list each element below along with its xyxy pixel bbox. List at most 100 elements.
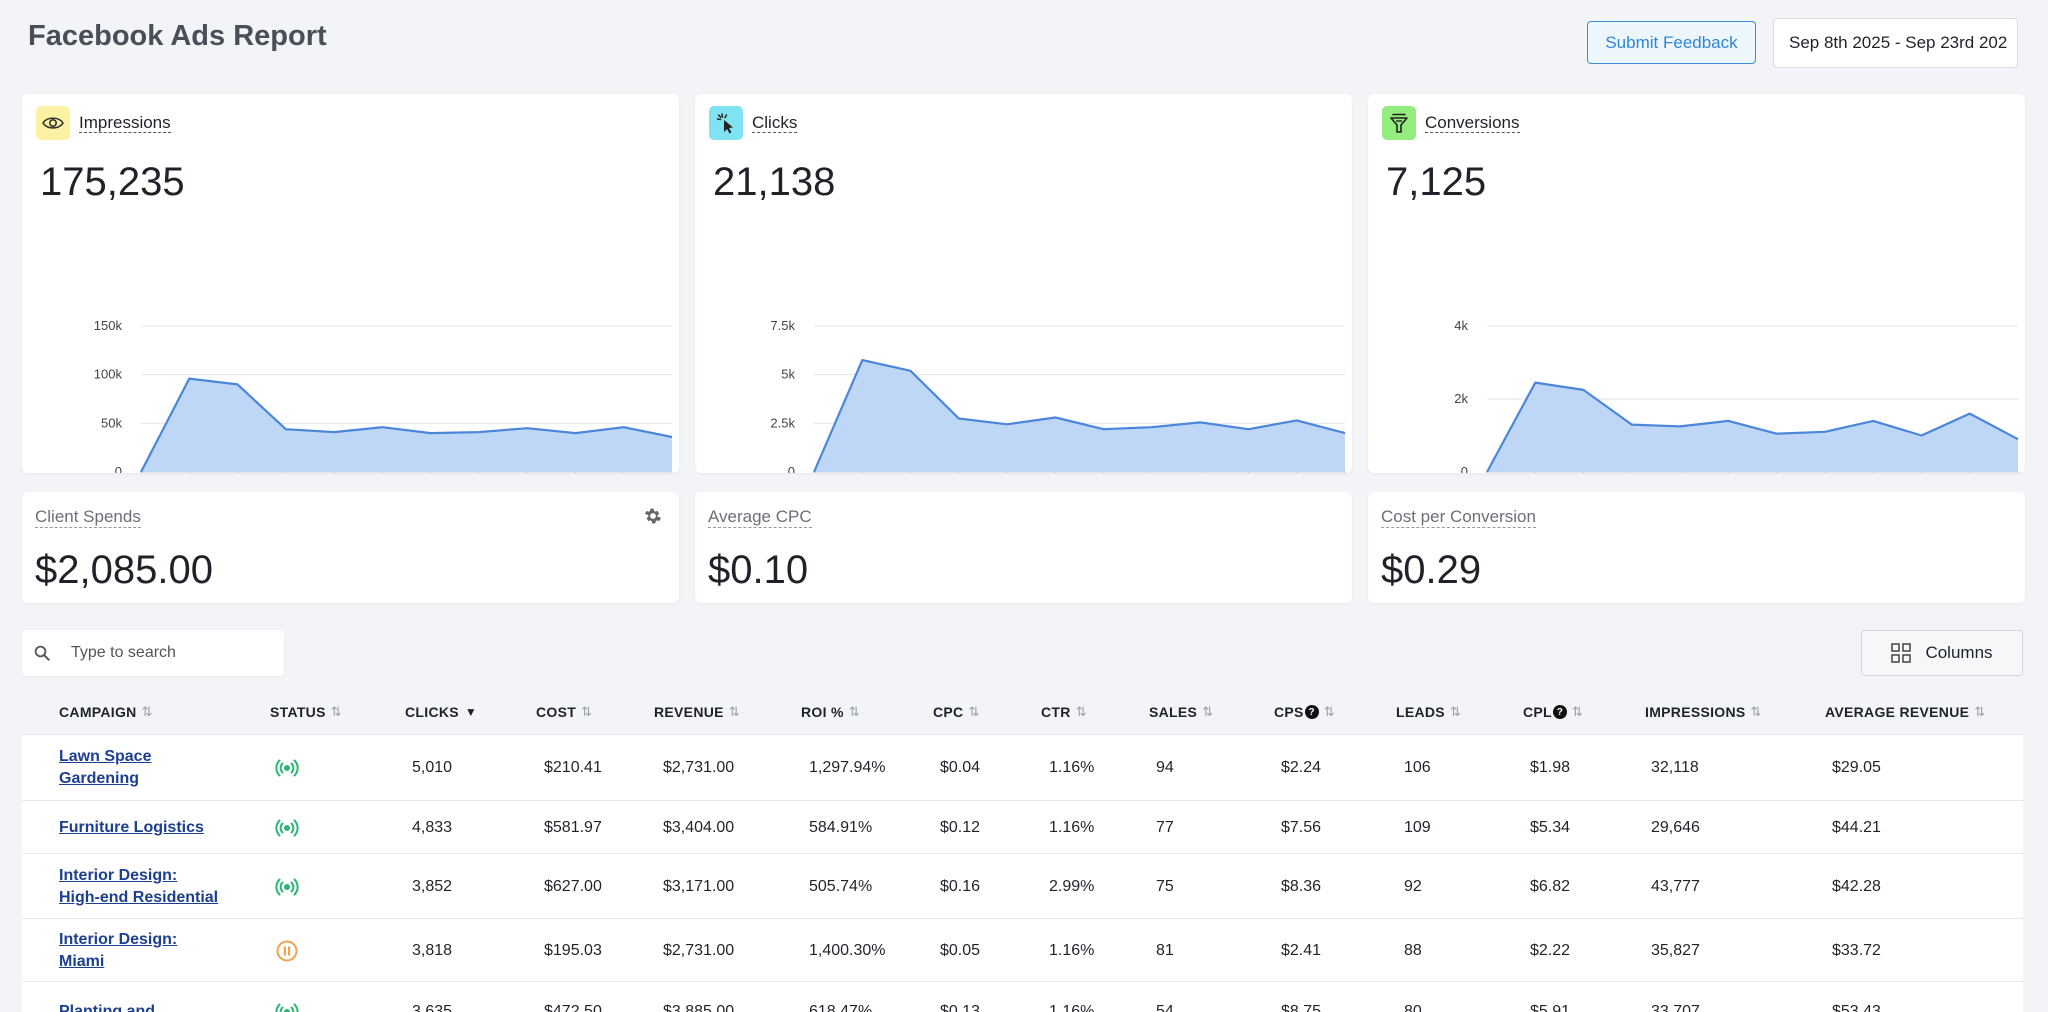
col-status[interactable]: STATUS ⇅: [270, 704, 342, 720]
table-cell: $195.03: [544, 941, 602, 959]
cost-per-conversion-value: $0.29: [1381, 548, 1482, 592]
status-active-icon[interactable]: [275, 816, 299, 840]
campaign-link[interactable]: Lawn Space Gardening: [59, 748, 152, 787]
help-icon: ?: [1552, 705, 1567, 719]
status-active-icon[interactable]: [275, 1000, 299, 1012]
table-cell: 2.99%: [1049, 877, 1095, 895]
table-cell: $8.75: [1281, 1003, 1322, 1012]
col-revenue[interactable]: REVENUE ⇅: [654, 704, 740, 720]
table-cell: $42.28: [1832, 877, 1881, 895]
table-row[interactable]: Lawn Space Gardening 5,010 $210.41 $2,731.00…: [22, 734, 2023, 800]
col-roi[interactable]: ROI % ⇅: [801, 704, 860, 720]
table-cell: 54: [1156, 1003, 1174, 1012]
sort-icon: ⇅: [330, 704, 342, 719]
date-range-picker[interactable]: Sep 8th 2025 - Sep 23rd 202: [1773, 18, 2018, 68]
y-tick-label: 0: [1461, 464, 1468, 473]
table-cell: 584.91%: [809, 818, 873, 836]
campaign-link[interactable]: Interior Design: High-end Residential: [59, 866, 219, 906]
status-active-icon[interactable]: [275, 756, 299, 780]
col-sales[interactable]: SALES ⇅: [1149, 704, 1214, 720]
table-row[interactable]: Interior Design: High-end Residential 3,85…: [22, 853, 2023, 918]
table-cell: $472.50: [544, 1003, 602, 1012]
table-cell: $3,885.00: [663, 1003, 735, 1012]
sort-icon: ⇅: [728, 704, 740, 719]
table-cell: $1.98: [1530, 759, 1571, 776]
area-line: [140, 377, 673, 473]
table-cell: 81: [1156, 941, 1174, 959]
campaign-link[interactable]: Interior Design: Miami: [59, 930, 178, 970]
search-box: [22, 630, 284, 676]
table-cell: $210.41: [544, 759, 602, 776]
gear-icon[interactable]: [643, 506, 663, 526]
sort-icon: ⇅: [1750, 704, 1762, 719]
table-row[interactable]: Planting and 3,635 $472.50 $3,885.00 618.47%…: [22, 981, 2023, 1012]
table-cell: 92: [1404, 877, 1422, 895]
y-tick-label: 7.5k: [770, 318, 795, 333]
submit-feedback-button[interactable]: Submit Feedback: [1587, 21, 1756, 64]
col-leads[interactable]: LEADS ⇅: [1396, 704, 1462, 720]
campaign-table: CAMPAIGN ⇅ STATUS ⇅ CLICKS ▼ COST ⇅ REVENUE ⇅…: [22, 690, 2023, 1012]
client-spends-value: $2,085.00: [35, 548, 213, 592]
y-tick-label: 2k: [1454, 391, 1468, 406]
y-tick-label: 50k: [101, 415, 122, 430]
table-cell: 35,827: [1651, 941, 1700, 959]
table-cell: 1.16%: [1049, 941, 1095, 959]
col-impressions[interactable]: IMPRESSIONS ⇅: [1645, 704, 1762, 720]
average-cpc-label: Average CPC: [708, 507, 812, 528]
col-cps[interactable]: CPS? ⇅: [1274, 704, 1335, 720]
table-cell: 618.47%: [809, 1003, 873, 1012]
table-cell: $5.91: [1530, 1003, 1571, 1012]
area-fill: [141, 378, 672, 472]
y-tick-label: 4k: [1454, 318, 1468, 333]
sort-icon: ⇅: [1974, 704, 1986, 719]
table-cell: 109: [1404, 818, 1431, 836]
y-tick-label: 150k: [94, 318, 123, 333]
table-cell: 1.16%: [1049, 759, 1095, 776]
impressions-label: Impressions: [79, 113, 171, 133]
table-cell: 94: [1156, 759, 1174, 776]
table-cell: $0.13: [940, 1003, 981, 1012]
cost-per-conversion-label: Cost per Conversion: [1381, 507, 1536, 528]
sort-icon: ⇅: [1449, 704, 1462, 719]
table-row[interactable]: Interior Design: Miami 3,818 $195.03 $2,731.…: [22, 918, 2023, 981]
col-clicks[interactable]: CLICKS ▼: [405, 704, 478, 720]
table-cell: 88: [1404, 941, 1422, 959]
status-active-icon[interactable]: [275, 875, 299, 899]
table-cell: $0.05: [940, 941, 981, 959]
table-cell: 1,297.94%: [809, 759, 886, 776]
table-cell: 3,818: [412, 941, 453, 959]
col-cpc[interactable]: CPC ⇅: [933, 704, 980, 720]
col-cpl[interactable]: CPL? ⇅: [1523, 704, 1584, 720]
status-paused-icon[interactable]: [275, 939, 299, 963]
table-cell: 33,707: [1651, 1003, 1700, 1012]
table-row[interactable]: Furniture Logistics 4,833 $581.97 $3,404.00…: [22, 800, 2023, 853]
table-cell: $2,731.00: [663, 759, 735, 776]
col-ctr[interactable]: CTR ⇅: [1041, 704, 1087, 720]
col-campaign[interactable]: CAMPAIGN ⇅: [59, 704, 153, 720]
table-cell: 3,635: [412, 1003, 453, 1012]
campaign-link[interactable]: Planting and: [59, 1003, 155, 1012]
columns-button[interactable]: Columns: [1861, 630, 2023, 676]
search-input[interactable]: [71, 644, 261, 662]
table-cell: 505.74%: [809, 877, 873, 895]
table-cell: $2,731.00: [663, 941, 735, 959]
table-cell: $29.05: [1832, 759, 1881, 776]
table-cell: $8.36: [1281, 877, 1322, 895]
col-cost[interactable]: COST ⇅: [536, 704, 593, 720]
y-tick-label: 2.5k: [770, 415, 795, 430]
conversions-label: Conversions: [1425, 113, 1520, 133]
conversions-card: Conversions 7,125 02k4kJan 2021Feb 2021M…: [1368, 94, 2025, 473]
sort-icon: ⇅: [1323, 704, 1335, 719]
search-icon: [34, 645, 50, 661]
table-cell: 1,400.30%: [809, 941, 886, 959]
table-cell: 80: [1404, 1003, 1422, 1012]
cursor-click-icon: [709, 106, 743, 140]
table-cell: $6.82: [1530, 877, 1571, 895]
conversions-chart: 02k4kJan 2021Feb 2021Mar 2021Apr 2021May…: [1454, 318, 2019, 473]
impressions-card: Impressions 175,235 050k100k150kJan 2021…: [22, 94, 679, 473]
col-average-revenue[interactable]: AVERAGE REVENUE ⇅: [1825, 704, 1986, 720]
table-cell: $581.97: [544, 818, 602, 836]
sort-icon: ⇅: [1571, 704, 1584, 719]
campaign-link[interactable]: Furniture Logistics: [59, 818, 204, 836]
